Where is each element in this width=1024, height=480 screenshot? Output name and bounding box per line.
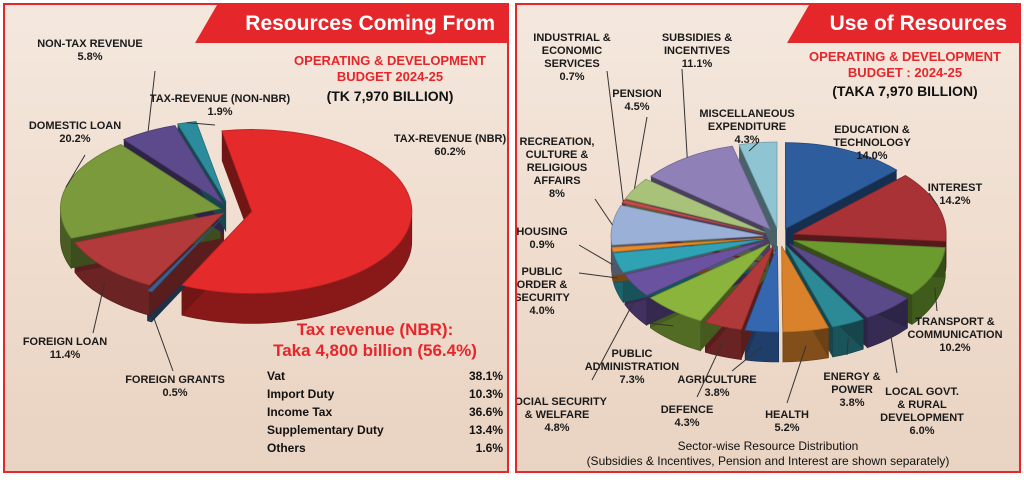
tax-item-value: 1.6% [475, 441, 503, 455]
pie-slice-tax-revenue-non-nbr [176, 121, 227, 203]
table-row: Income Tax 36.6% [267, 403, 503, 421]
pie-slice-recreation-culture-religious-affairs [610, 204, 764, 246]
leader-line [928, 192, 939, 207]
slice-label-energy-power: ENERGY & POWER 3.8% [823, 371, 880, 409]
slice-label-industrial-economic-services: INDUSTRIAL & ECONOMIC SERVICES 0.7% [533, 32, 610, 83]
pie-slice-public-order-security [613, 239, 764, 273]
pie-slice-pension [624, 178, 766, 233]
slice-label-tax-revenue-non-nbr: TAX-REVENUE (NON-NBR) 1.9% [150, 93, 291, 118]
pie-slice-depth-miscellaneous-expenditure [739, 144, 777, 259]
leader-line [65, 154, 86, 188]
tax-item-label: Others [267, 441, 306, 455]
slice-label-recreation-culture-religious-affairs: RECREATION, CULTURE & RELIGIOUS AFFAIRS 8% [520, 136, 595, 200]
leader-line [846, 338, 849, 356]
use-subtitle-line1: OPERATING & DEVELOPMENT [809, 49, 1001, 64]
leader-line [731, 346, 763, 372]
pie-slice-non-tax-revenue [122, 125, 224, 205]
slice-label-domestic-loan: DOMESTIC LOAN 20.2% [29, 120, 121, 145]
slice-label-foreign-loan: FOREIGN LOAN 11.4% [23, 336, 107, 361]
leader-line [606, 70, 624, 202]
use-footnote-note: (Subsidies & Incentives, Pension and Int… [586, 454, 950, 468]
leader-line [186, 122, 216, 126]
resources-banner: Resources Coming From [195, 5, 507, 43]
slice-label-health: HEALTH 5.2% [765, 409, 809, 434]
slice-label-interest: INTEREST 14.2% [928, 182, 983, 207]
table-row: Vat 38.1% [267, 367, 503, 385]
pie-slice-tax-revenue-nbr [181, 129, 413, 294]
tax-heading-line2: Taka 4,800 billion (56.4%) [273, 341, 477, 360]
resources-subtitle-line2: BUDGET 2024-25 [336, 69, 444, 84]
use-subtitle-line2: BUDGET : 2024-25 [847, 65, 963, 80]
leader-line [888, 323, 898, 374]
tax-item-label: Import Duty [267, 387, 335, 401]
slice-label-miscellaneous-expenditure: MISCELLANEOUS EXPENDITURE 4.3% [699, 108, 794, 146]
pie-slice-agriculture [744, 245, 780, 333]
tax-item-value: 38.1% [468, 369, 503, 383]
pie-slice-public-administration [649, 243, 770, 322]
pie-slice-housing [611, 237, 764, 253]
tax-item-value: 10.3% [468, 387, 503, 401]
leader-line [578, 272, 618, 279]
resources-pie-chart: TAX-REVENUE (NBR) 60.2% FOREIGN GRANTS 0.5%… [23, 38, 507, 399]
tax-item-value: 13.4% [468, 423, 503, 437]
leader-line [646, 322, 674, 327]
leader-line [591, 300, 635, 381]
resources-panel: Resources Coming From OPERATING & DEVELO… [3, 3, 509, 473]
use-total: (TAKA 7,970 BILLION) [832, 83, 978, 99]
slice-label-subsidies-incentives: SUBSIDIES & INCENTIVES 11.1% [662, 32, 732, 70]
tax-heading-line1: Tax revenue (NBR): [296, 320, 454, 339]
pie-slice-defence [704, 245, 775, 331]
pie-slice-education-technology [784, 142, 898, 230]
use-pie-chart: EDUCATION & TECHNOLOGY 14.0% INTEREST 14.2% T… [517, 32, 1003, 437]
slice-label-tax-revenue-nbr: TAX-REVENUE (NBR) 60.2% [394, 133, 507, 158]
pie-slice-transport-communication [793, 239, 946, 296]
leader-line [934, 287, 938, 312]
resources-total: (TK 7,970 BILLION) [326, 88, 454, 104]
tax-item-label: Vat [267, 369, 286, 383]
leader-line [92, 282, 106, 334]
pie-slice-social-security-welfare [624, 241, 766, 296]
slice-label-housing: HOUSING 0.9% [517, 226, 568, 251]
slice-label-defence: DEFENCE 4.3% [661, 404, 714, 429]
slice-label-foreign-grants: FOREIGN GRANTS 0.5% [125, 374, 225, 399]
table-row: Others 1.6% [267, 439, 503, 457]
slice-label-education-technology: EDUCATION & TECHNOLOGY 14.0% [833, 124, 911, 162]
pie-slice-energy-power [785, 244, 865, 328]
pie-slice-local-govt-rural-development [789, 243, 909, 319]
slice-label-public-order-security: PUBLIC ORDER & SECURITY 4.0% [517, 266, 570, 317]
use-subtitle: OPERATING & DEVELOPMENT BUDGET : 2024-25 [793, 49, 1017, 81]
tax-breakdown-table: Vat 38.1% Import Duty 10.3% Income Tax 36.6… [267, 367, 503, 457]
leader-line [594, 198, 613, 226]
use-footnote-title: Sector-wise Resource Distribution [677, 439, 859, 453]
slice-label-agriculture: AGRICULTURE 3.8% [677, 374, 756, 399]
resources-subtitle-line1: OPERATING & DEVELOPMENT [294, 53, 486, 68]
slice-label-public-administration: PUBLIC ADMINISTRATION 7.3% [585, 348, 680, 386]
slice-label-local-govt-rural-development: LOCAL GOVT. & RURAL DEVELOPMENT 6.0% [880, 386, 964, 437]
leader-line [681, 68, 688, 158]
resources-subtitle: OPERATING & DEVELOPMENT BUDGET 2024-25 [275, 53, 505, 85]
leader-line [786, 345, 807, 404]
leader-line [149, 306, 174, 372]
slice-label-non-tax-revenue: NON-TAX REVENUE 5.8% [37, 38, 143, 63]
slice-label-pension: PENSION 4.5% [612, 88, 662, 113]
pie-slice-foreign-grants [146, 217, 223, 293]
leader-line [147, 70, 156, 132]
pie-slice-foreign-loan [74, 212, 226, 286]
table-row: Import Duty 10.3% [267, 385, 503, 403]
use-banner: Use of Resources [787, 5, 1019, 43]
tax-item-label: Income Tax [267, 405, 333, 419]
tax-revenue-heading: Tax revenue (NBR): Taka 4,800 billion (5… [245, 319, 505, 361]
leader-line [696, 341, 724, 398]
use-of-resources-panel: Use of Resources OPERATING & DEVELOPMENT… [515, 3, 1021, 473]
pie-slice-health [781, 245, 830, 333]
tax-item-label: Supplementary Duty [267, 423, 384, 437]
leader-line [634, 116, 648, 189]
slice-label-transport-communication: TRANSPORT & COMMUNICATION 10.2% [907, 316, 1002, 354]
tax-item-value: 36.6% [468, 405, 503, 419]
leader-line [748, 142, 759, 152]
leader-line [578, 244, 613, 266]
table-row: Supplementary Duty 13.4% [267, 421, 503, 439]
